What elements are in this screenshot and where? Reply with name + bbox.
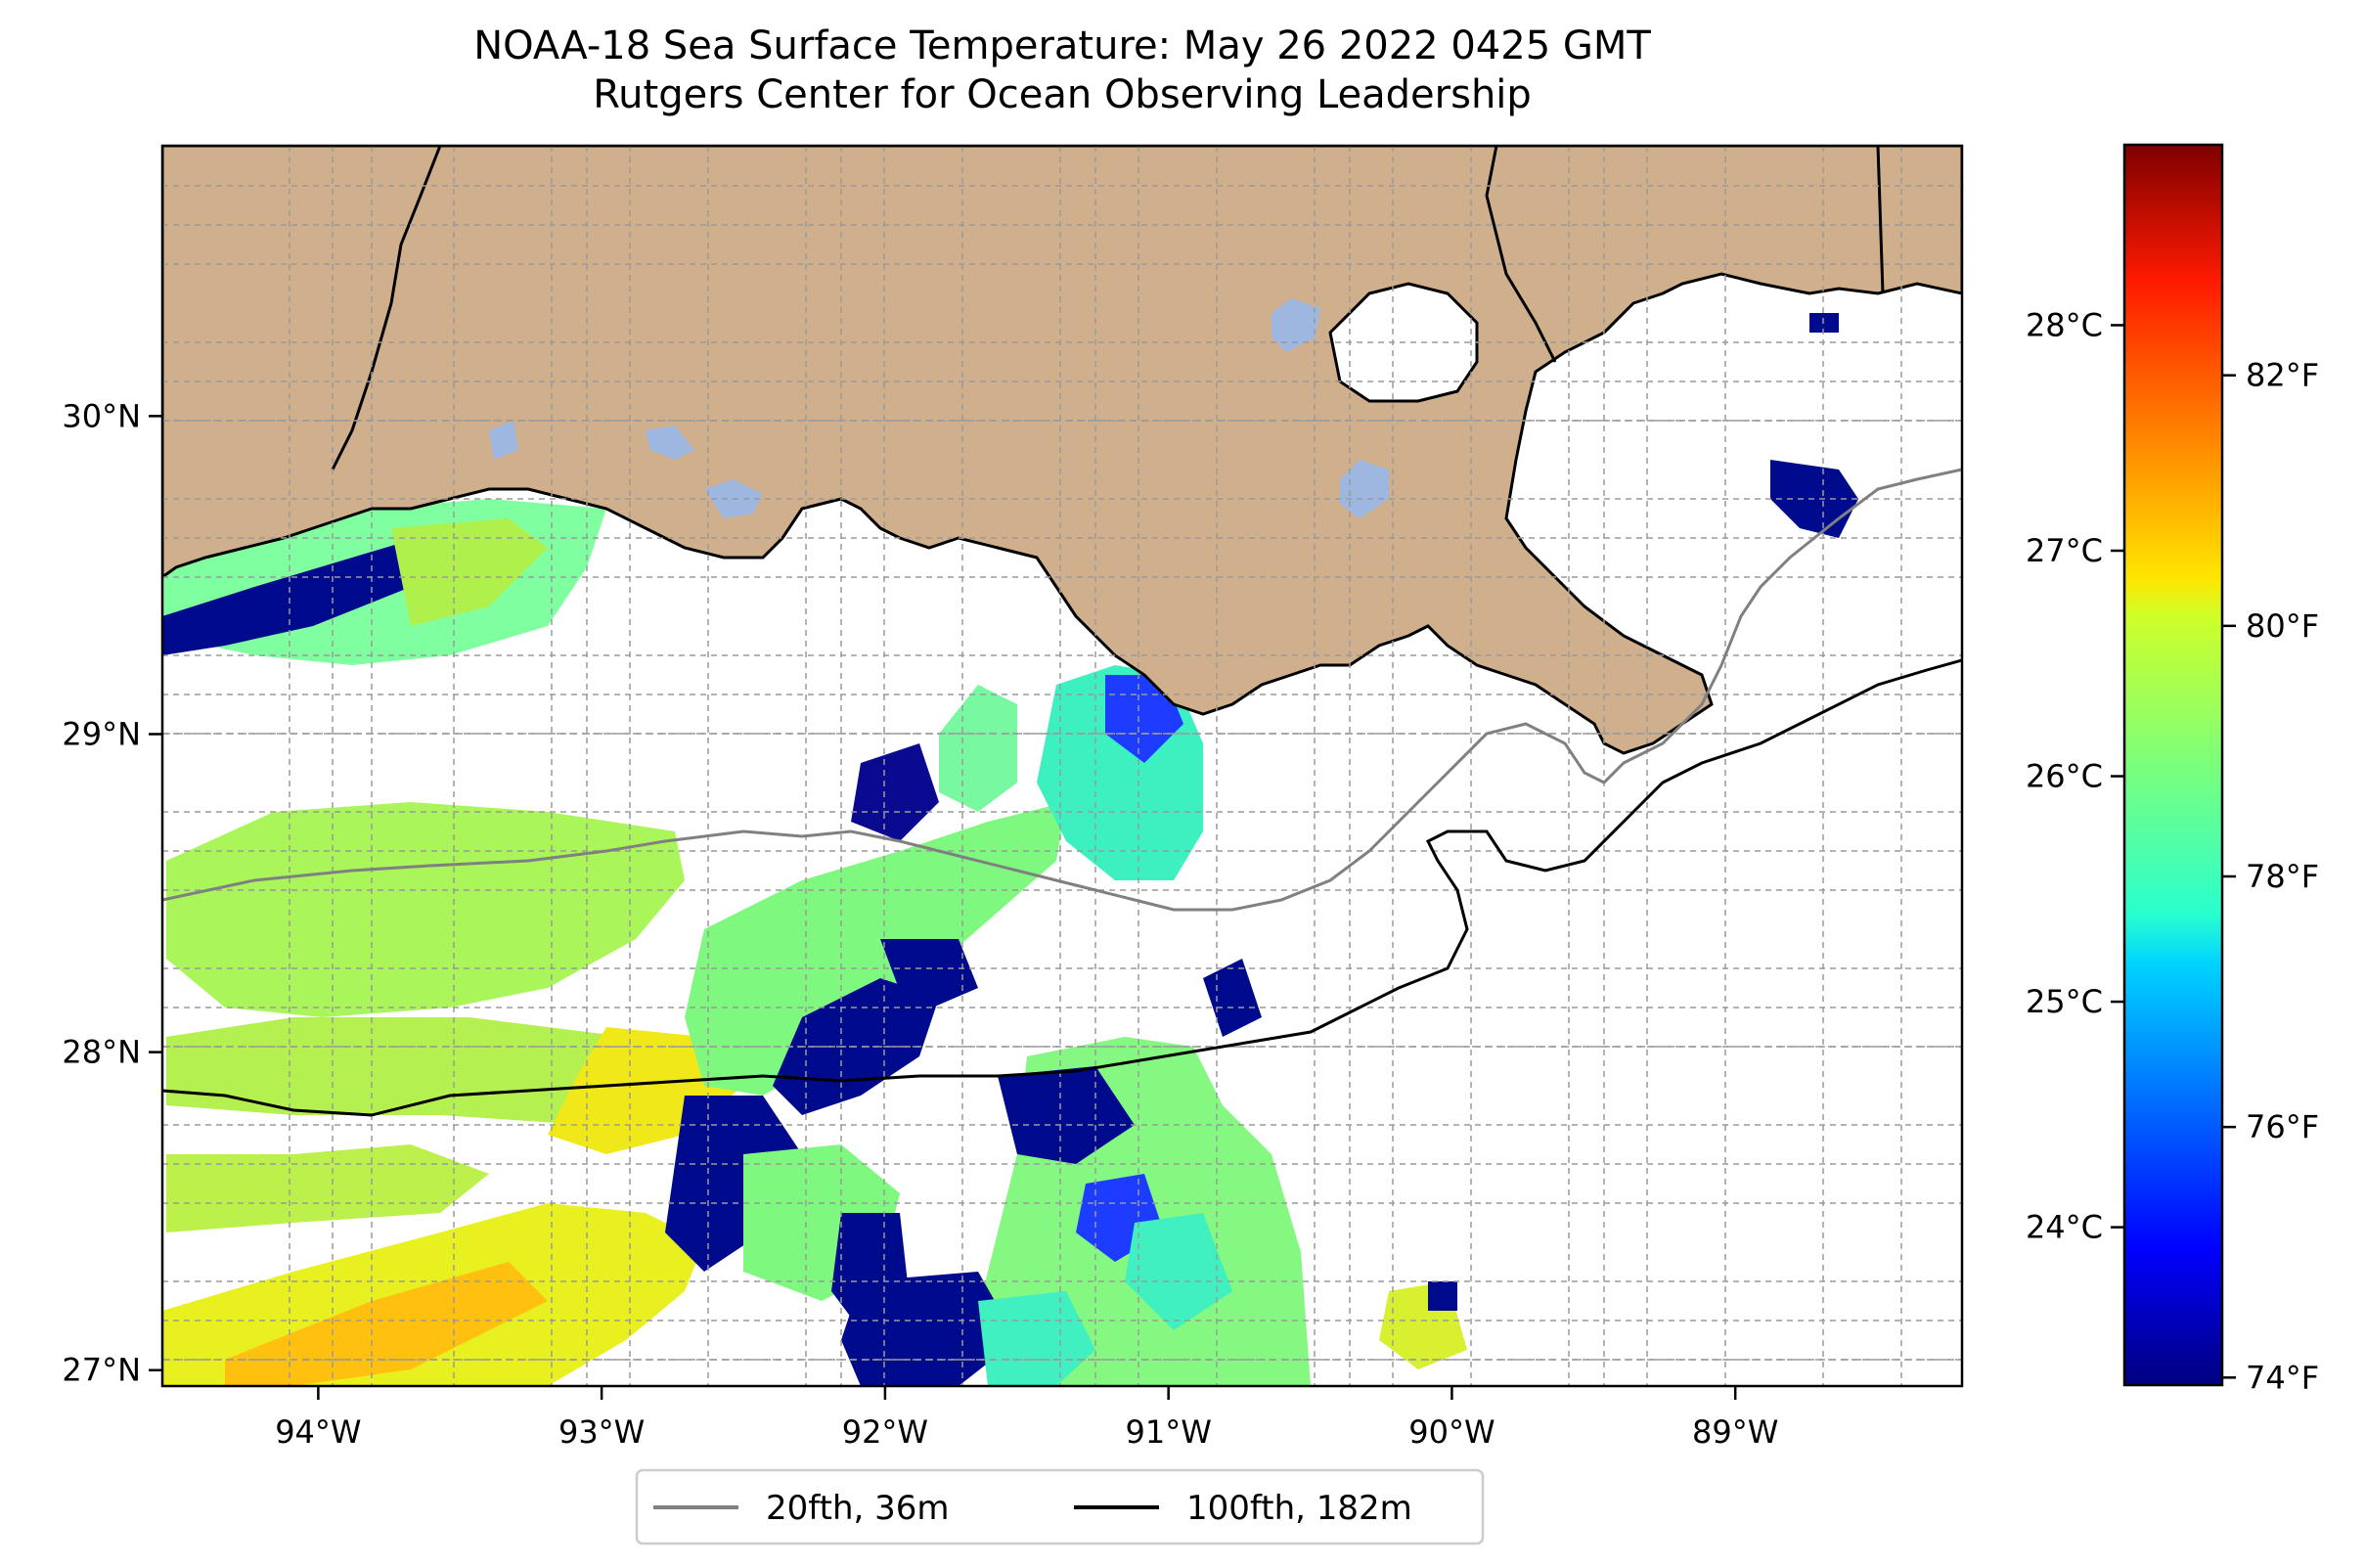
state-boundary bbox=[331, 146, 442, 470]
map-area bbox=[162, 146, 1962, 1386]
colorbar-fahrenheit-axis: 74°F 76°F 78°F 80°F 82°F bbox=[2222, 357, 2319, 1396]
celsius-tick-label: 26°C bbox=[2026, 758, 2103, 795]
fahrenheit-tick-label: 74°F bbox=[2246, 1359, 2319, 1396]
fahrenheit-tick-label: 82°F bbox=[2246, 357, 2319, 394]
fahrenheit-tick-label: 80°F bbox=[2246, 607, 2319, 645]
title-line-1: NOAA-18 Sea Surface Temperature: May 26 … bbox=[473, 23, 1651, 68]
celsius-tick-label: 24°C bbox=[2026, 1209, 2103, 1246]
fahrenheit-tick-label: 76°F bbox=[2246, 1108, 2319, 1145]
lake bbox=[646, 426, 694, 460]
colorbar-celsius-axis: 24°C 25°C 26°C 27°C 28°C bbox=[2026, 306, 2124, 1246]
chart-title: NOAA-18 Sea Surface Temperature: May 26 … bbox=[162, 22, 1962, 119]
state-boundary bbox=[1876, 146, 1885, 294]
lon-tick-label: 92°W bbox=[842, 1413, 928, 1451]
state-boundary bbox=[1485, 146, 1557, 363]
celsius-tick-label: 25°C bbox=[2026, 983, 2103, 1020]
lon-tick-label: 89°W bbox=[1692, 1413, 1778, 1451]
lon-tick-label: 91°W bbox=[1125, 1413, 1211, 1451]
lat-tick-label: 28°N bbox=[62, 1034, 141, 1071]
lon-tick-label: 93°W bbox=[558, 1413, 645, 1451]
lat-tick-label: 27°N bbox=[62, 1352, 141, 1389]
latitude-axis: 27°N 28°N 29°N 30°N bbox=[62, 397, 162, 1389]
legend: 20fth, 36m 100fth, 182m bbox=[635, 1468, 1485, 1546]
lake bbox=[1272, 298, 1320, 352]
lon-tick-label: 94°W bbox=[275, 1413, 361, 1451]
legend-label-20fth: 20fth, 36m bbox=[766, 1489, 950, 1528]
lake bbox=[489, 421, 518, 460]
legend-box bbox=[635, 1468, 1485, 1546]
celsius-tick-label: 28°C bbox=[2026, 306, 2103, 343]
colorbar bbox=[2122, 143, 2224, 1387]
lon-tick-label: 90°W bbox=[1408, 1413, 1495, 1451]
land-mass bbox=[162, 146, 1962, 755]
lat-tick-label: 29°N bbox=[62, 715, 141, 752]
isobath-100fth bbox=[162, 658, 1962, 1117]
map-frame bbox=[160, 144, 1964, 1388]
lat-tick-label: 30°N bbox=[62, 397, 141, 434]
celsius-tick-label: 27°C bbox=[2026, 532, 2103, 569]
lake bbox=[1340, 460, 1389, 518]
longitude-axis: 94°W 93°W 92°W 91°W 90°W 89°W bbox=[275, 1386, 1778, 1451]
isobath-20fth bbox=[162, 468, 1962, 912]
legend-label-100fth: 100fth, 182m bbox=[1186, 1489, 1412, 1528]
fahrenheit-tick-label: 78°F bbox=[2246, 858, 2319, 895]
title-line-2: Rutgers Center for Ocean Observing Leade… bbox=[593, 72, 1532, 117]
